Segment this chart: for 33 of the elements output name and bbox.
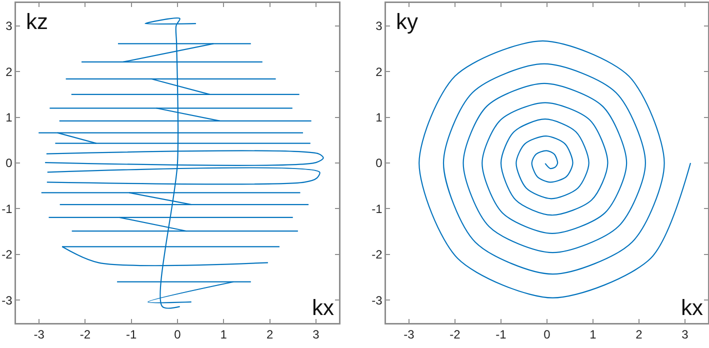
y-tick-label: -2 — [372, 248, 383, 262]
y-tick-label: -3 — [372, 293, 383, 308]
y-tick-label: 2 — [376, 64, 383, 79]
y-tick-label: -3 — [2, 293, 13, 308]
x-tick-label: -3 — [34, 328, 45, 342]
y-tick-label: -1 — [2, 202, 13, 216]
x-tick-label: 3 — [312, 328, 320, 342]
y-tick-label: 2 — [6, 64, 13, 79]
x-tick-label: 3 — [682, 328, 689, 342]
y-axis-title: ky — [396, 9, 418, 34]
x-tick-label: -2 — [80, 328, 91, 342]
x-tick-label: 0 — [174, 328, 182, 342]
x-tick-label: -1 — [496, 328, 507, 342]
y-tick-label: -1 — [372, 202, 383, 216]
x-axis-title: kx — [681, 295, 703, 320]
y-tick-label: 3 — [376, 19, 383, 34]
x-tick-label: 1 — [220, 328, 228, 342]
y-tick-label: 0 — [6, 156, 13, 170]
x-tick-label: -3 — [404, 328, 415, 342]
line-series — [418, 40, 692, 298]
y-tick-label: -2 — [2, 248, 13, 262]
x-tick-label: 2 — [636, 328, 643, 342]
x-tick-label: 0 — [544, 328, 551, 342]
x-tick-label: -1 — [126, 328, 138, 342]
y-tick-label: 0 — [376, 156, 383, 170]
y-axis-title: kz — [26, 9, 48, 34]
y-tick-label: 1 — [6, 110, 13, 124]
y-tick-label: 1 — [376, 110, 383, 124]
x-axis-title: kx — [312, 295, 334, 320]
x-tick-label: -2 — [450, 328, 461, 342]
y-tick-label: 3 — [6, 19, 13, 34]
x-tick-label: 2 — [266, 328, 274, 342]
x-tick-label: 1 — [590, 328, 597, 342]
